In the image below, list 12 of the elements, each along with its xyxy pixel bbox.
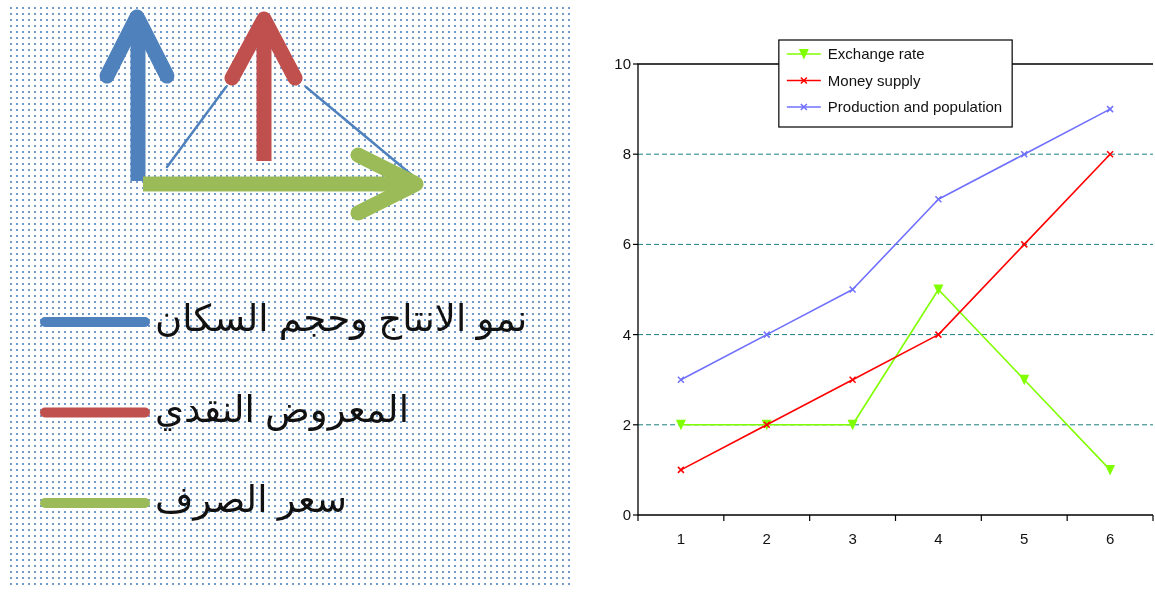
xtick-label: 3 — [848, 530, 857, 547]
xtick-label: 4 — [934, 530, 943, 547]
xtick-label: 1 — [676, 530, 686, 547]
ytick-label: 2 — [622, 415, 631, 433]
xtick-label: 6 — [1105, 530, 1115, 547]
ytick-label: 6 — [622, 235, 631, 253]
ytick-label: 10 — [614, 55, 631, 72]
xtick-label: 5 — [1020, 530, 1029, 547]
ytick-label: 8 — [622, 145, 631, 163]
ytick-label: 4 — [622, 325, 631, 343]
xtick-label: 2 — [762, 530, 771, 547]
ytick-label: 0 — [622, 506, 631, 523]
